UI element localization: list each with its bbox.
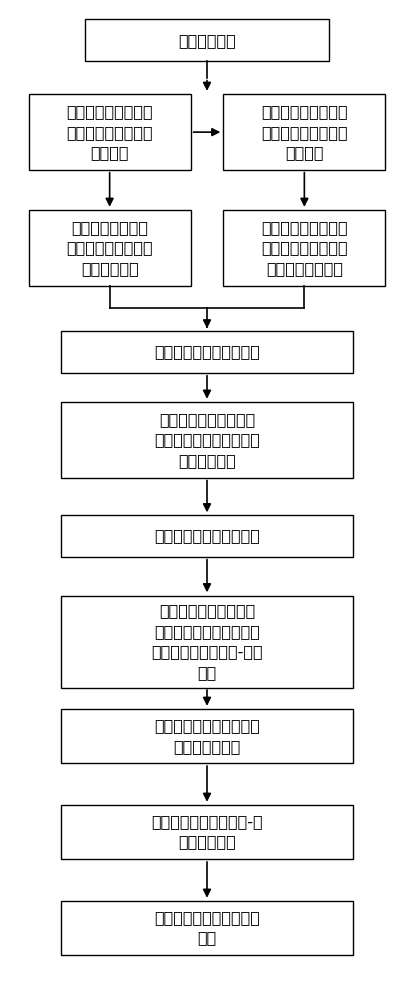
Text: 建立超声波声弹性系数-盲
孔直径间关系: 建立超声波声弹性系数-盲 孔直径间关系: [151, 814, 262, 850]
Bar: [85, 19, 328, 61]
Bar: [61, 331, 352, 373]
Bar: [223, 94, 385, 170]
Bar: [61, 402, 352, 478]
Text: 计算超声波信号间时间
差，建立不同直径盲孔的
超声波信号间时间差-应力
曲线: 计算超声波信号间时间 差，建立不同直径盲孔的 超声波信号间时间差-应力 曲线: [151, 603, 262, 680]
Bar: [28, 210, 190, 286]
Text: 预制不同尺寸规则矩
形槽，明确超声波可
检测深度: 预制不同尺寸规则矩 形槽，明确超声波可 检测深度: [261, 104, 347, 160]
Bar: [61, 805, 352, 859]
Bar: [223, 210, 385, 286]
Text: 安装超声波探头加持装
置，调节压力，获得稳定
的超声波信号: 安装超声波探头加持装 置，调节压力，获得稳定 的超声波信号: [154, 412, 259, 468]
Text: 采集各载荷时超声波信号: 采集各载荷时超声波信号: [154, 528, 259, 543]
Bar: [61, 515, 352, 557]
Text: 加工深度恒定，直径
不同的盲孔，获得非
标准静载拉伸试验: 加工深度恒定，直径 不同的盲孔，获得非 标准静载拉伸试验: [261, 220, 347, 276]
Bar: [61, 596, 352, 688]
Text: 采用幂函数拟合得到修正
公式: 采用幂函数拟合得到修正 公式: [154, 910, 259, 946]
Text: 加持试样，设置加载程序: 加持试样，设置加载程序: [154, 345, 259, 360]
Text: 调节超声波激发参数
和模式，选择超声波
中心频率: 调节超声波激发参数 和模式，选择超声波 中心频率: [66, 104, 152, 160]
Bar: [61, 709, 352, 763]
Text: 优化超声波传播距
离，制备一发一收模
式超声波探头: 优化超声波传播距 离，制备一发一收模 式超声波探头: [66, 220, 152, 276]
Text: 选择评价材料: 选择评价材料: [178, 33, 235, 48]
Text: 采用线性函数拟合获得超
声波声弹性系数: 采用线性函数拟合获得超 声波声弹性系数: [154, 718, 259, 754]
Bar: [61, 901, 352, 955]
Bar: [28, 94, 190, 170]
